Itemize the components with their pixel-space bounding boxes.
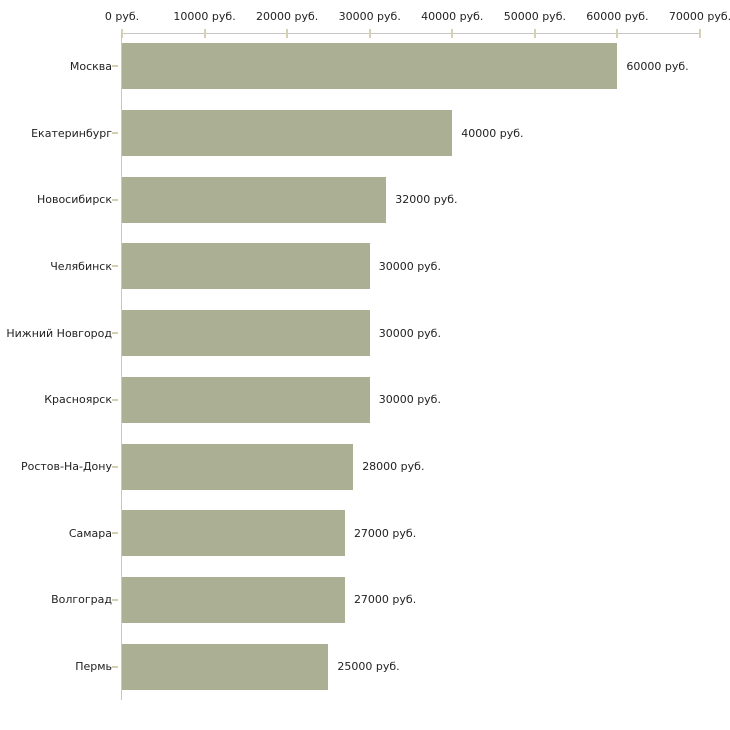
bar-area: 60000 руб. (122, 43, 700, 90)
category-tick-mark (112, 465, 118, 468)
bar-area: 27000 руб. (122, 576, 700, 623)
category-tick-mark (112, 332, 118, 335)
x-tick-mark (286, 29, 289, 38)
x-tick-mark (368, 29, 371, 38)
category-tick-mark (112, 665, 118, 668)
bar (122, 110, 453, 157)
bar (122, 510, 345, 557)
bar-row: Екатеринбург 40000 руб. (0, 100, 730, 167)
bar-value-label: 60000 руб. (626, 59, 689, 73)
bar-area: 32000 руб. (122, 176, 700, 223)
bar (122, 643, 329, 690)
bar (122, 443, 354, 490)
y-axis-line (121, 33, 122, 700)
category-label: Екатеринбург (31, 126, 112, 140)
x-tick-label: 10000 руб. (173, 10, 236, 23)
category-tick-mark (112, 398, 118, 401)
category-label: Пермь (75, 660, 112, 674)
category-tick-mark (112, 198, 118, 201)
category-label: Челябинск (50, 259, 112, 273)
category-tick-mark (112, 598, 118, 601)
category-label: Ростов-На-Дону (20, 460, 112, 474)
category-tick-mark (112, 265, 118, 268)
x-tick-mark (616, 29, 619, 38)
bar-value-label: 32000 руб. (395, 193, 458, 207)
x-tick-mark (533, 29, 536, 38)
bar-area: 27000 руб. (122, 510, 700, 557)
bar-rows: Москва 60000 руб. Екатеринбург 40000 руб… (0, 33, 730, 700)
bar-value-label: 28000 руб. (362, 460, 425, 474)
x-tick-label: 20000 руб. (256, 10, 319, 23)
bar-row: Москва 60000 руб. (0, 33, 730, 100)
x-tick-label: 30000 руб. (338, 10, 401, 23)
x-tick-label: 40000 руб. (421, 10, 484, 23)
bar-area: 30000 руб. (122, 310, 700, 357)
bar (122, 243, 370, 290)
bar-row: Волгоград 27000 руб. (0, 567, 730, 634)
bar-row: Самара 27000 руб. (0, 500, 730, 567)
bar-area: 28000 руб. (122, 443, 700, 490)
bar-row: Челябинск 30000 руб. (0, 233, 730, 300)
bar-value-label: 30000 руб. (378, 393, 441, 407)
bar-value-label: 27000 руб. (353, 526, 417, 540)
bar-row: Ростов-На-Дону 28000 руб. (0, 433, 730, 500)
x-tick-label: 50000 руб. (503, 10, 566, 23)
x-tick-mark (121, 29, 123, 38)
bar (122, 43, 618, 90)
x-tick-label: 60000 руб. (586, 10, 649, 23)
category-label: Волгоград (51, 593, 112, 607)
bar (122, 176, 387, 223)
category-tick-mark (112, 65, 118, 68)
bar-value-label: 27000 руб. (353, 593, 417, 607)
category-label: Нижний Новгород (6, 326, 112, 340)
bar-area: 30000 руб. (122, 376, 700, 423)
x-tick-label: 70000 руб. (668, 10, 730, 23)
category-label: Москва (69, 59, 112, 73)
category-tick-mark (112, 132, 118, 135)
category-tick-mark (112, 532, 118, 535)
x-tick-mark (203, 29, 206, 38)
x-axis-ticks (121, 29, 701, 38)
category-label: Самара (68, 526, 112, 540)
x-tick-mark (451, 29, 454, 38)
bar-area: 30000 руб. (122, 243, 700, 290)
bar (122, 576, 345, 623)
bar-row: Новосибирск 32000 руб. (0, 166, 730, 233)
bar (122, 376, 370, 423)
bar-area: 40000 руб. (122, 110, 700, 157)
x-tick-mark (699, 29, 701, 38)
bar-row: Нижний Новгород 30000 руб. (0, 300, 730, 367)
bar-area: 25000 руб. (122, 643, 700, 690)
bar-value-label: 30000 руб. (378, 259, 441, 273)
bar (122, 310, 370, 357)
bar-value-label: 40000 руб. (461, 126, 524, 140)
x-axis-labels: 0 руб. 10000 руб. 20000 руб. 30000 руб. … (105, 10, 730, 25)
x-tick-label: 0 руб. (104, 10, 140, 23)
bar-value-label: 25000 руб. (337, 660, 400, 674)
x-axis-line (121, 33, 701, 34)
category-label: Новосибирск (36, 193, 112, 207)
bar-value-label: 30000 руб. (378, 326, 441, 340)
bar-row: Пермь 25000 руб. (0, 633, 730, 700)
category-label: Красноярск (44, 393, 112, 407)
bar-row: Красноярск 30000 руб. (0, 367, 730, 434)
